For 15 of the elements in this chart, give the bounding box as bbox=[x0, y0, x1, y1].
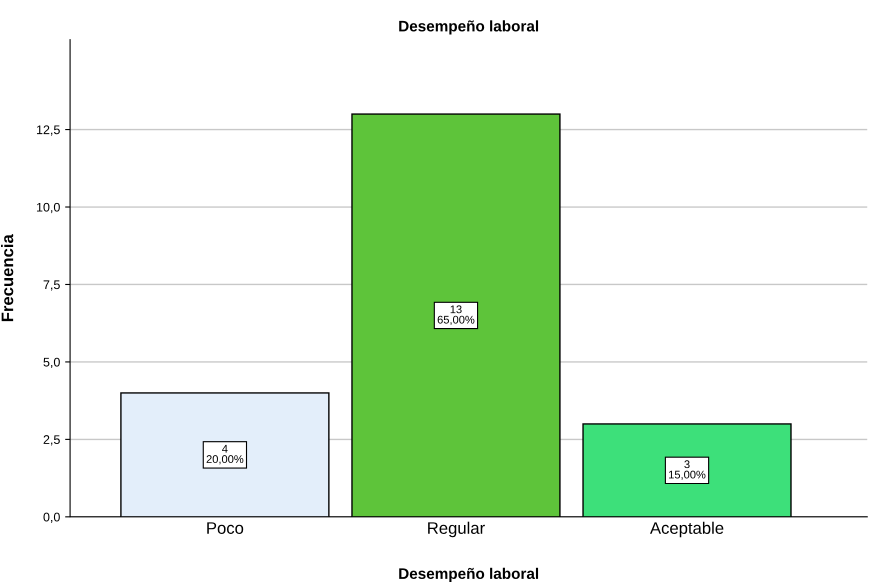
data-label: 3 15,00% bbox=[669, 460, 706, 480]
y-tick-label: 0,0 bbox=[43, 512, 60, 523]
data-label: 4 20,00% bbox=[206, 444, 244, 464]
y-tick-label: 10,0 bbox=[36, 202, 60, 214]
y-axis-title: Frecuencia bbox=[1, 234, 14, 322]
data-label: 13 65,00% bbox=[438, 305, 474, 325]
y-tick-label: 2,5 bbox=[44, 435, 60, 446]
x-tick-label: Poco bbox=[207, 522, 244, 534]
y-tick-label: 7,5 bbox=[44, 280, 60, 291]
x-axis-title: Desempeño laboral bbox=[399, 568, 538, 582]
y-tick-label: 12,5 bbox=[36, 125, 60, 136]
x-tick-label: Aceptable bbox=[650, 522, 724, 538]
chart-title: Desempeño laboral bbox=[399, 20, 538, 35]
x-tick-label: Regular bbox=[428, 522, 485, 538]
y-tick-label: 5,0 bbox=[43, 358, 60, 368]
